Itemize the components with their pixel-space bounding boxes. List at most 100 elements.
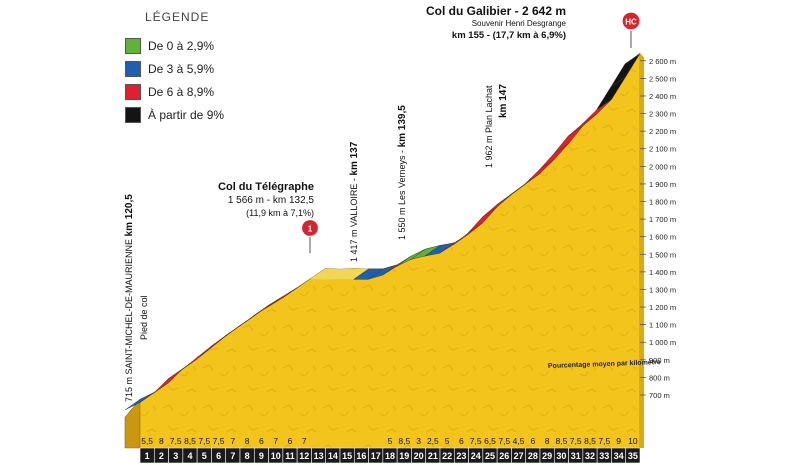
- galibier-title: Col du Galibier - 2 642 m: [426, 4, 566, 18]
- km-gradient-label: 7: [273, 436, 278, 446]
- legend-title: LÉGENDE: [145, 10, 210, 24]
- annotation-les-verneys: 1 550 m Les Verneys - km 139,5: [397, 105, 408, 240]
- les-verneys-km: km 139,5: [397, 105, 408, 148]
- km-tick-label: 4: [187, 451, 192, 461]
- km-tick-label: 1: [145, 451, 150, 461]
- les-verneys-text: 1 550 m Les Verneys -: [397, 150, 407, 240]
- telegraphe-line2: 1 566 m - km 132,5: [228, 195, 315, 206]
- side-wall: [124, 398, 141, 449]
- legend-swatch-black: [125, 106, 141, 123]
- km-gradient-label: 7,5: [213, 436, 225, 446]
- altitude-tick-label: 1 800 m: [649, 198, 676, 207]
- legend-label: De 6 à 8,9%: [148, 84, 215, 99]
- legend-swatch-blue: [125, 60, 141, 77]
- km-tick-label: 22: [442, 451, 452, 461]
- km-gradient-label: 8: [159, 436, 164, 446]
- km-tick-label: 10: [271, 451, 281, 461]
- km-gradient-label: 8,5: [556, 436, 568, 446]
- valloire-text: 1 417 m VALLOIRE -: [349, 178, 359, 262]
- legend-swatch-red: [125, 83, 141, 100]
- km-tick-label: 12: [299, 451, 309, 461]
- legend: LÉGENDE De 0 à 2,9% De 3 à 5,9% De 6 à 8…: [125, 10, 265, 126]
- km-gradient-label: 7: [302, 436, 307, 446]
- telegraphe-line3: (11,9 km à 7,1%): [246, 208, 314, 218]
- km-tick-label: 21: [428, 451, 438, 461]
- hc-badge-icon: [621, 11, 641, 31]
- altitude-tick-label: 1 100 m: [649, 321, 676, 330]
- km-gradient-label: 6,5: [484, 436, 496, 446]
- km-tick-label: 3: [173, 451, 178, 461]
- km-gradient-label: 8: [245, 436, 250, 446]
- km-gradient-label: 8,5: [184, 436, 196, 446]
- km-gradient-label: 6: [459, 436, 464, 446]
- altitude-tick-label: 1 400 m: [649, 268, 676, 277]
- km-gradient-label: 7,5: [170, 436, 182, 446]
- km-tick-label: 34: [614, 451, 624, 461]
- gradient-labels: 5,5 8 7,5 8,5 7,5 7,5 7 8 6 7 6 7 5 8,5 3 2,5 5 6 7,5 6,5 7,…: [141, 436, 638, 446]
- km-gradient-label: 5: [388, 436, 393, 446]
- km-gradient-label: 8,5: [398, 436, 410, 446]
- saint-michel-km: km 120,5: [124, 194, 135, 237]
- km-gradient-label: 5,5: [141, 436, 153, 446]
- valloire-km: km 137: [349, 141, 360, 175]
- km-gradient-label: 10: [628, 436, 638, 446]
- km-gradient-label: 9: [616, 436, 621, 446]
- legend-item-0-2.9: De 0 à 2,9%: [125, 34, 265, 57]
- km-gradient-label: 6: [530, 436, 535, 446]
- summit-galibier: Col du Galibier - 2 642 m Souvenir Henri…: [426, 4, 641, 48]
- legend-item-3-5.9: De 3 à 5,9%: [125, 57, 265, 80]
- km-gradient-label: 6: [259, 436, 264, 446]
- km-gradient-label: 6: [288, 436, 293, 446]
- svg-text:715 m SAINT-MICHEL-DE-MAURIENN: 715 m SAINT-MICHEL-DE-MAURIENNE km 120,5: [124, 194, 135, 402]
- plan-lachat-km: km 147: [498, 84, 509, 118]
- altitude-tick-label: 2 600 m: [649, 57, 676, 66]
- galibier-detail: km 155 - (17,7 km à 6,9%): [452, 30, 566, 41]
- legend-swatch-green: [125, 37, 141, 54]
- km-gradient-label: 7,5: [570, 436, 582, 446]
- altitude-tick-label: 2 300 m: [649, 110, 676, 119]
- svg-text:1 550 m Les Verneys - km 139,5: 1 550 m Les Verneys - km 139,5: [397, 105, 408, 240]
- km-gradient-label: 7,5: [470, 436, 482, 446]
- altitude-tick-label: 1 600 m: [649, 233, 676, 242]
- altitude-axis: 700 m 800 m 900 m 1 000 m 1 100 m 1 200 m 1 30…: [640, 57, 676, 400]
- cat1-badge-icon: [300, 218, 320, 238]
- altitude-tick-label: 2 200 m: [649, 127, 676, 136]
- km-gradient-label: 3: [416, 436, 421, 446]
- km-tick-label: 24: [471, 451, 481, 461]
- summit-telegraphe: Col du Télégraphe 1 566 m - km 132,5 (11…: [218, 181, 320, 253]
- km-tick-label: 8: [245, 451, 250, 461]
- gradient-caption: Pourcentage moyen par kilomètre: [548, 359, 661, 370]
- altitude-tick-label: 1 300 m: [649, 285, 676, 294]
- km-tick-label: 35: [628, 451, 638, 461]
- galibier-subtitle: Souvenir Henri Desgrange: [472, 19, 567, 28]
- profile-side-face: [124, 398, 141, 449]
- altitude-tick-label: 1 500 m: [649, 250, 676, 259]
- altitude-tick-label: 2 400 m: [649, 92, 676, 101]
- km-tick-label: 32: [585, 451, 595, 461]
- galibier-badge-label: HC: [625, 18, 637, 27]
- annotation-plan-lachat: 1 962 m Plan Lachat: [484, 85, 494, 168]
- telegraphe-title: Col du Télégraphe: [218, 181, 314, 193]
- altitude-tick-label: 900 m: [649, 356, 670, 365]
- svg-text:1 962 m Plan Lachat: 1 962 m Plan Lachat: [484, 85, 494, 168]
- telegraphe-badge-label: 1: [308, 225, 313, 234]
- km-gradient-label: 7: [230, 436, 235, 446]
- altitude-tick-label: 1 200 m: [649, 303, 676, 312]
- km-tick-label: 19: [399, 451, 409, 461]
- km-tick-label: 16: [356, 451, 366, 461]
- altitude-tick-label: 2 100 m: [649, 145, 676, 154]
- km-axis: 1 2 3 4 5 6 7 8 9 10 11 12 13 14 15 16 17 18 19 20 21 22 23 24 2…: [139, 447, 641, 464]
- pied-de-col-text: Pied de col: [139, 295, 149, 340]
- annotation-saint-michel: 715 m SAINT-MICHEL-DE-MAURIENNE km 120,5: [124, 194, 135, 402]
- km-gradient-label: 8: [545, 436, 550, 446]
- plan-lachat-text: 1 962 m Plan Lachat: [484, 85, 494, 168]
- altitude-tick-label: 2 000 m: [649, 162, 676, 171]
- altitude-tick-label: 1 000 m: [649, 338, 676, 347]
- legend-label: De 0 à 2,9%: [148, 38, 215, 53]
- mountain-right-edge: [640, 53, 644, 449]
- km-tick-label: 2: [159, 451, 164, 461]
- km-gradient-label: 8,5: [584, 436, 596, 446]
- legend-label: À partir de 9%: [148, 107, 225, 122]
- km-tick-label: 29: [542, 451, 552, 461]
- km-tick-label: 23: [456, 451, 466, 461]
